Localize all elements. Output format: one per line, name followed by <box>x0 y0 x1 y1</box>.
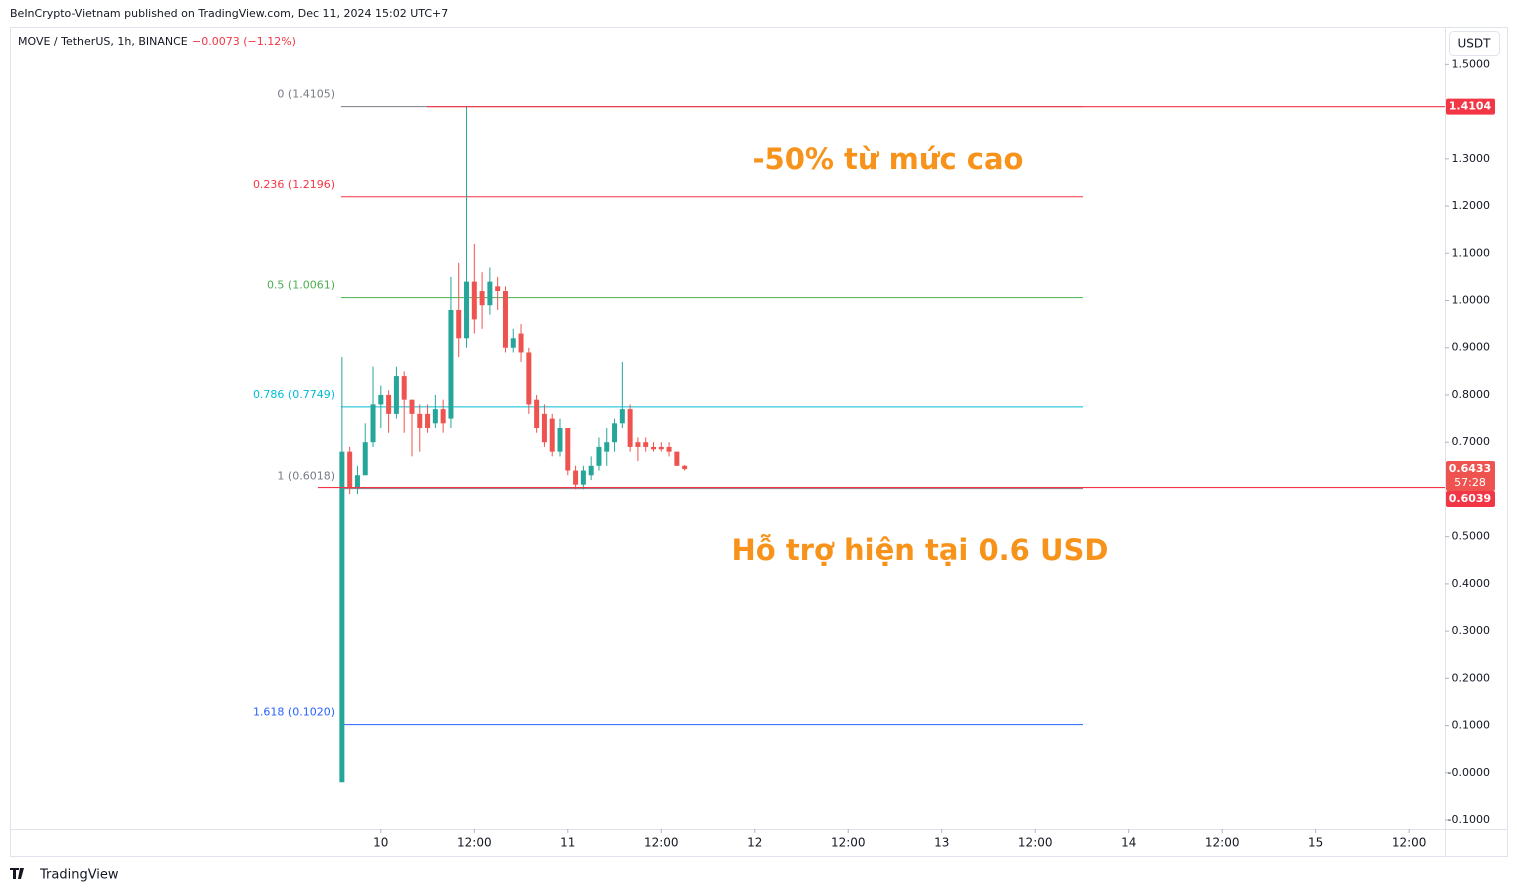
candle-body <box>502 291 508 348</box>
candle-body <box>409 399 415 414</box>
x-tick-label: 12:00 <box>1205 836 1240 850</box>
candle-body <box>635 442 641 447</box>
x-tick-label: 12:00 <box>1018 836 1053 850</box>
candle-body <box>417 413 423 429</box>
candle-body <box>526 352 532 405</box>
price-label-box <box>1446 490 1495 507</box>
candle-body <box>378 394 384 405</box>
currency[interactable]: USDT <box>1458 37 1492 51</box>
candle-body <box>541 413 547 443</box>
x-tick-label: 12:00 <box>1392 836 1427 850</box>
y-tick-label: 1.5000 <box>1452 57 1491 70</box>
candle-body <box>339 451 345 783</box>
x-tick-label: 15 <box>1308 836 1323 850</box>
candle-body <box>580 470 586 485</box>
annotation: -50% từ mức cao <box>753 142 1024 176</box>
candle-body <box>432 409 438 424</box>
candle-body <box>354 475 360 488</box>
x-tick-label: 13 <box>934 836 949 850</box>
candle-body <box>347 451 353 488</box>
candle-body <box>619 409 625 424</box>
price-label-box <box>1446 98 1495 115</box>
fib-label: 0.5 (1.0061) <box>267 279 335 292</box>
candle-body <box>393 376 399 414</box>
y-tick-label: 1.0000 <box>1452 294 1491 307</box>
candle-body <box>479 291 485 306</box>
fib-label: 0.786 (0.7749) <box>253 388 335 401</box>
y-tick-label: 1.1000 <box>1452 246 1491 259</box>
currency-button[interactable] <box>1449 31 1500 56</box>
candle-body <box>604 442 610 452</box>
price-label: 1.4104 <box>1449 100 1492 113</box>
y-tick-label: 0.1000 <box>1452 719 1491 732</box>
fib-label: 0.236 (1.2196) <box>253 178 335 191</box>
x-tick-label: 12:00 <box>457 836 492 850</box>
footer-logo: TradingView <box>39 868 119 883</box>
y-tick-label: 0.2000 <box>1452 671 1491 684</box>
y-tick-label: 0.3000 <box>1452 624 1491 637</box>
y-tick-label: -0.1000 <box>1448 813 1490 826</box>
candle-body <box>464 281 470 339</box>
y-tick-label: 1.3000 <box>1452 152 1491 165</box>
candle-body <box>471 281 477 320</box>
fib-label: 1.618 (0.1020) <box>253 706 335 719</box>
y-tick-label: 0.4000 <box>1452 577 1491 590</box>
y-tick-label: -0.0000 <box>1448 766 1490 779</box>
annotation: Hỗ trợ hiện tại 0.6 USD <box>732 533 1109 567</box>
price-label: 0.6433 <box>1449 462 1491 475</box>
fib-label: 1 (0.6018) <box>277 470 335 483</box>
candle-body <box>596 446 602 466</box>
symbol: MOVE / TetherUS, 1h, BINANCE <box>18 35 188 48</box>
candle-body <box>370 404 376 443</box>
candle-body <box>448 309 454 419</box>
x-tick-label: 10 <box>373 836 388 850</box>
x-tick-label: 12:00 <box>831 836 866 850</box>
candle-body <box>612 423 618 443</box>
candle-body <box>425 413 431 429</box>
change: −0.0073 (−1.12%) <box>192 35 296 48</box>
candle-body <box>487 281 493 306</box>
countdown: 57:28 <box>1454 476 1486 489</box>
chart-frame <box>10 27 1508 857</box>
y-tick-label: 0.5000 <box>1452 530 1491 543</box>
candle-body <box>627 409 633 447</box>
candle-body <box>518 333 524 353</box>
candle-body <box>658 446 664 450</box>
candle-body <box>401 376 407 400</box>
candle-body <box>557 428 563 452</box>
price-label: 0.6039 <box>1449 492 1491 505</box>
candle-body <box>386 394 392 414</box>
candle-body <box>588 465 594 476</box>
candle-body <box>456 309 462 339</box>
y-tick-label: 0.7000 <box>1452 435 1491 448</box>
candle-body <box>495 286 501 292</box>
candle-body <box>510 338 516 348</box>
publisher: BeInCrypto-Vietnam published on TradingV… <box>10 7 448 20</box>
y-tick-label: 0.9000 <box>1452 341 1491 354</box>
x-tick-label: 12:00 <box>644 836 679 850</box>
candle-body <box>440 409 446 424</box>
candle-body <box>682 465 688 470</box>
y-tick-label: 1.2000 <box>1452 199 1491 212</box>
candle-body <box>362 442 368 476</box>
logo-icon <box>10 868 24 879</box>
price-label-box <box>1446 460 1495 491</box>
y-tick-label: 0.8000 <box>1452 388 1491 401</box>
candle-body <box>643 442 649 447</box>
candle-body <box>650 446 656 450</box>
candle-body <box>573 470 579 485</box>
candle-body <box>534 399 540 429</box>
x-tick-label: 12 <box>747 836 762 850</box>
candle-body <box>549 418 555 452</box>
x-tick-label: 14 <box>1121 836 1136 850</box>
candle-body <box>565 428 571 471</box>
candle-body <box>674 451 680 466</box>
x-tick-label: 11 <box>560 836 575 850</box>
fib-label: 0 (1.4105) <box>277 88 335 101</box>
candle-body <box>666 446 672 452</box>
